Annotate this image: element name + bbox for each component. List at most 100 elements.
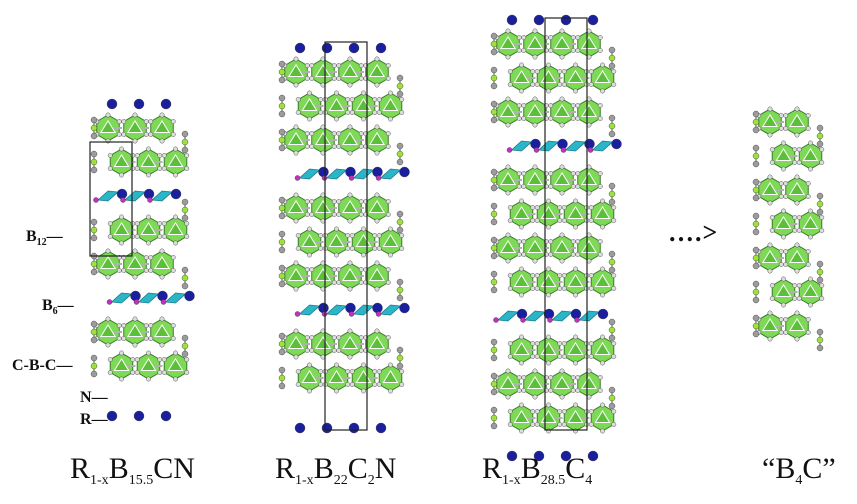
atom bbox=[143, 255, 149, 260]
atom bbox=[372, 97, 378, 102]
atom bbox=[493, 317, 499, 323]
atom bbox=[336, 144, 342, 149]
atom bbox=[516, 184, 522, 189]
atom bbox=[106, 299, 113, 305]
atom bbox=[560, 147, 567, 153]
atom bbox=[161, 357, 167, 362]
label-cbc: C-B-C— bbox=[12, 357, 73, 374]
atom bbox=[546, 88, 551, 94]
atom bbox=[557, 354, 563, 359]
atom bbox=[532, 258, 538, 264]
octahedron bbox=[137, 292, 160, 304]
atom bbox=[318, 246, 324, 251]
atom bbox=[519, 88, 524, 94]
atom bbox=[376, 110, 382, 115]
atom bbox=[534, 82, 540, 87]
atom bbox=[293, 218, 299, 224]
atom bbox=[331, 76, 337, 81]
atom bbox=[521, 252, 527, 257]
atom bbox=[90, 328, 98, 336]
atom bbox=[819, 296, 825, 301]
atom bbox=[293, 286, 299, 292]
atom bbox=[107, 234, 113, 239]
atom bbox=[752, 228, 760, 236]
atom bbox=[611, 341, 617, 346]
atom bbox=[173, 172, 178, 178]
atom bbox=[396, 90, 404, 98]
atom bbox=[121, 268, 127, 273]
icosahedron-face bbox=[341, 335, 359, 350]
atom bbox=[278, 366, 286, 374]
icosahedron-face bbox=[301, 369, 318, 384]
atom bbox=[519, 62, 524, 68]
icosahedron-face bbox=[761, 113, 779, 128]
atom bbox=[385, 212, 391, 217]
atom bbox=[573, 224, 578, 230]
icosahedron-face bbox=[382, 233, 399, 248]
atom bbox=[278, 196, 286, 204]
atom bbox=[345, 246, 351, 251]
atom bbox=[309, 76, 315, 81]
atom bbox=[90, 320, 98, 328]
atom bbox=[588, 286, 594, 291]
icosahedron-face bbox=[368, 335, 386, 350]
atom bbox=[345, 382, 351, 387]
atom bbox=[321, 422, 333, 434]
atom bbox=[347, 354, 353, 360]
atom bbox=[376, 246, 382, 251]
atom bbox=[575, 239, 581, 244]
atom bbox=[507, 422, 513, 427]
atom bbox=[570, 116, 576, 121]
atom bbox=[600, 402, 605, 408]
atom bbox=[143, 323, 149, 328]
atom bbox=[507, 82, 513, 87]
atom bbox=[767, 174, 773, 180]
atom bbox=[490, 108, 498, 116]
atom bbox=[293, 56, 299, 62]
atom bbox=[752, 118, 760, 126]
atom bbox=[521, 184, 527, 189]
atom bbox=[778, 126, 784, 131]
atom bbox=[548, 116, 554, 121]
atom bbox=[611, 273, 617, 278]
atom bbox=[309, 348, 315, 353]
atom bbox=[146, 172, 151, 178]
icosahedron-face bbox=[287, 63, 305, 78]
atom bbox=[521, 388, 527, 393]
atom bbox=[559, 54, 565, 60]
atom bbox=[348, 42, 360, 54]
atom bbox=[490, 176, 498, 184]
icosahedron-face bbox=[99, 255, 117, 270]
atom bbox=[90, 362, 98, 370]
atom bbox=[548, 171, 554, 176]
atom bbox=[792, 147, 798, 152]
atom bbox=[588, 422, 594, 427]
atom bbox=[116, 268, 122, 273]
atom bbox=[560, 450, 572, 462]
atom bbox=[116, 132, 122, 137]
atom bbox=[519, 360, 524, 366]
atom bbox=[385, 76, 391, 81]
atom bbox=[796, 296, 802, 301]
atom bbox=[385, 144, 391, 149]
atom bbox=[778, 330, 784, 335]
atom bbox=[490, 210, 498, 218]
atom bbox=[278, 280, 286, 288]
atom bbox=[376, 97, 382, 102]
icosahedron-face bbox=[287, 131, 305, 146]
atom bbox=[295, 97, 301, 102]
atom bbox=[573, 360, 578, 366]
atom bbox=[805, 113, 811, 118]
atom bbox=[374, 56, 380, 62]
atom bbox=[372, 246, 378, 251]
atom bbox=[519, 334, 524, 340]
icosahedron-face bbox=[553, 239, 571, 254]
atom bbox=[157, 370, 163, 375]
atom bbox=[507, 205, 513, 210]
icosahedron-face bbox=[301, 233, 318, 248]
atom bbox=[295, 110, 301, 115]
atom bbox=[309, 63, 315, 68]
atom bbox=[570, 35, 576, 40]
atom bbox=[783, 194, 789, 199]
atom bbox=[505, 122, 511, 128]
